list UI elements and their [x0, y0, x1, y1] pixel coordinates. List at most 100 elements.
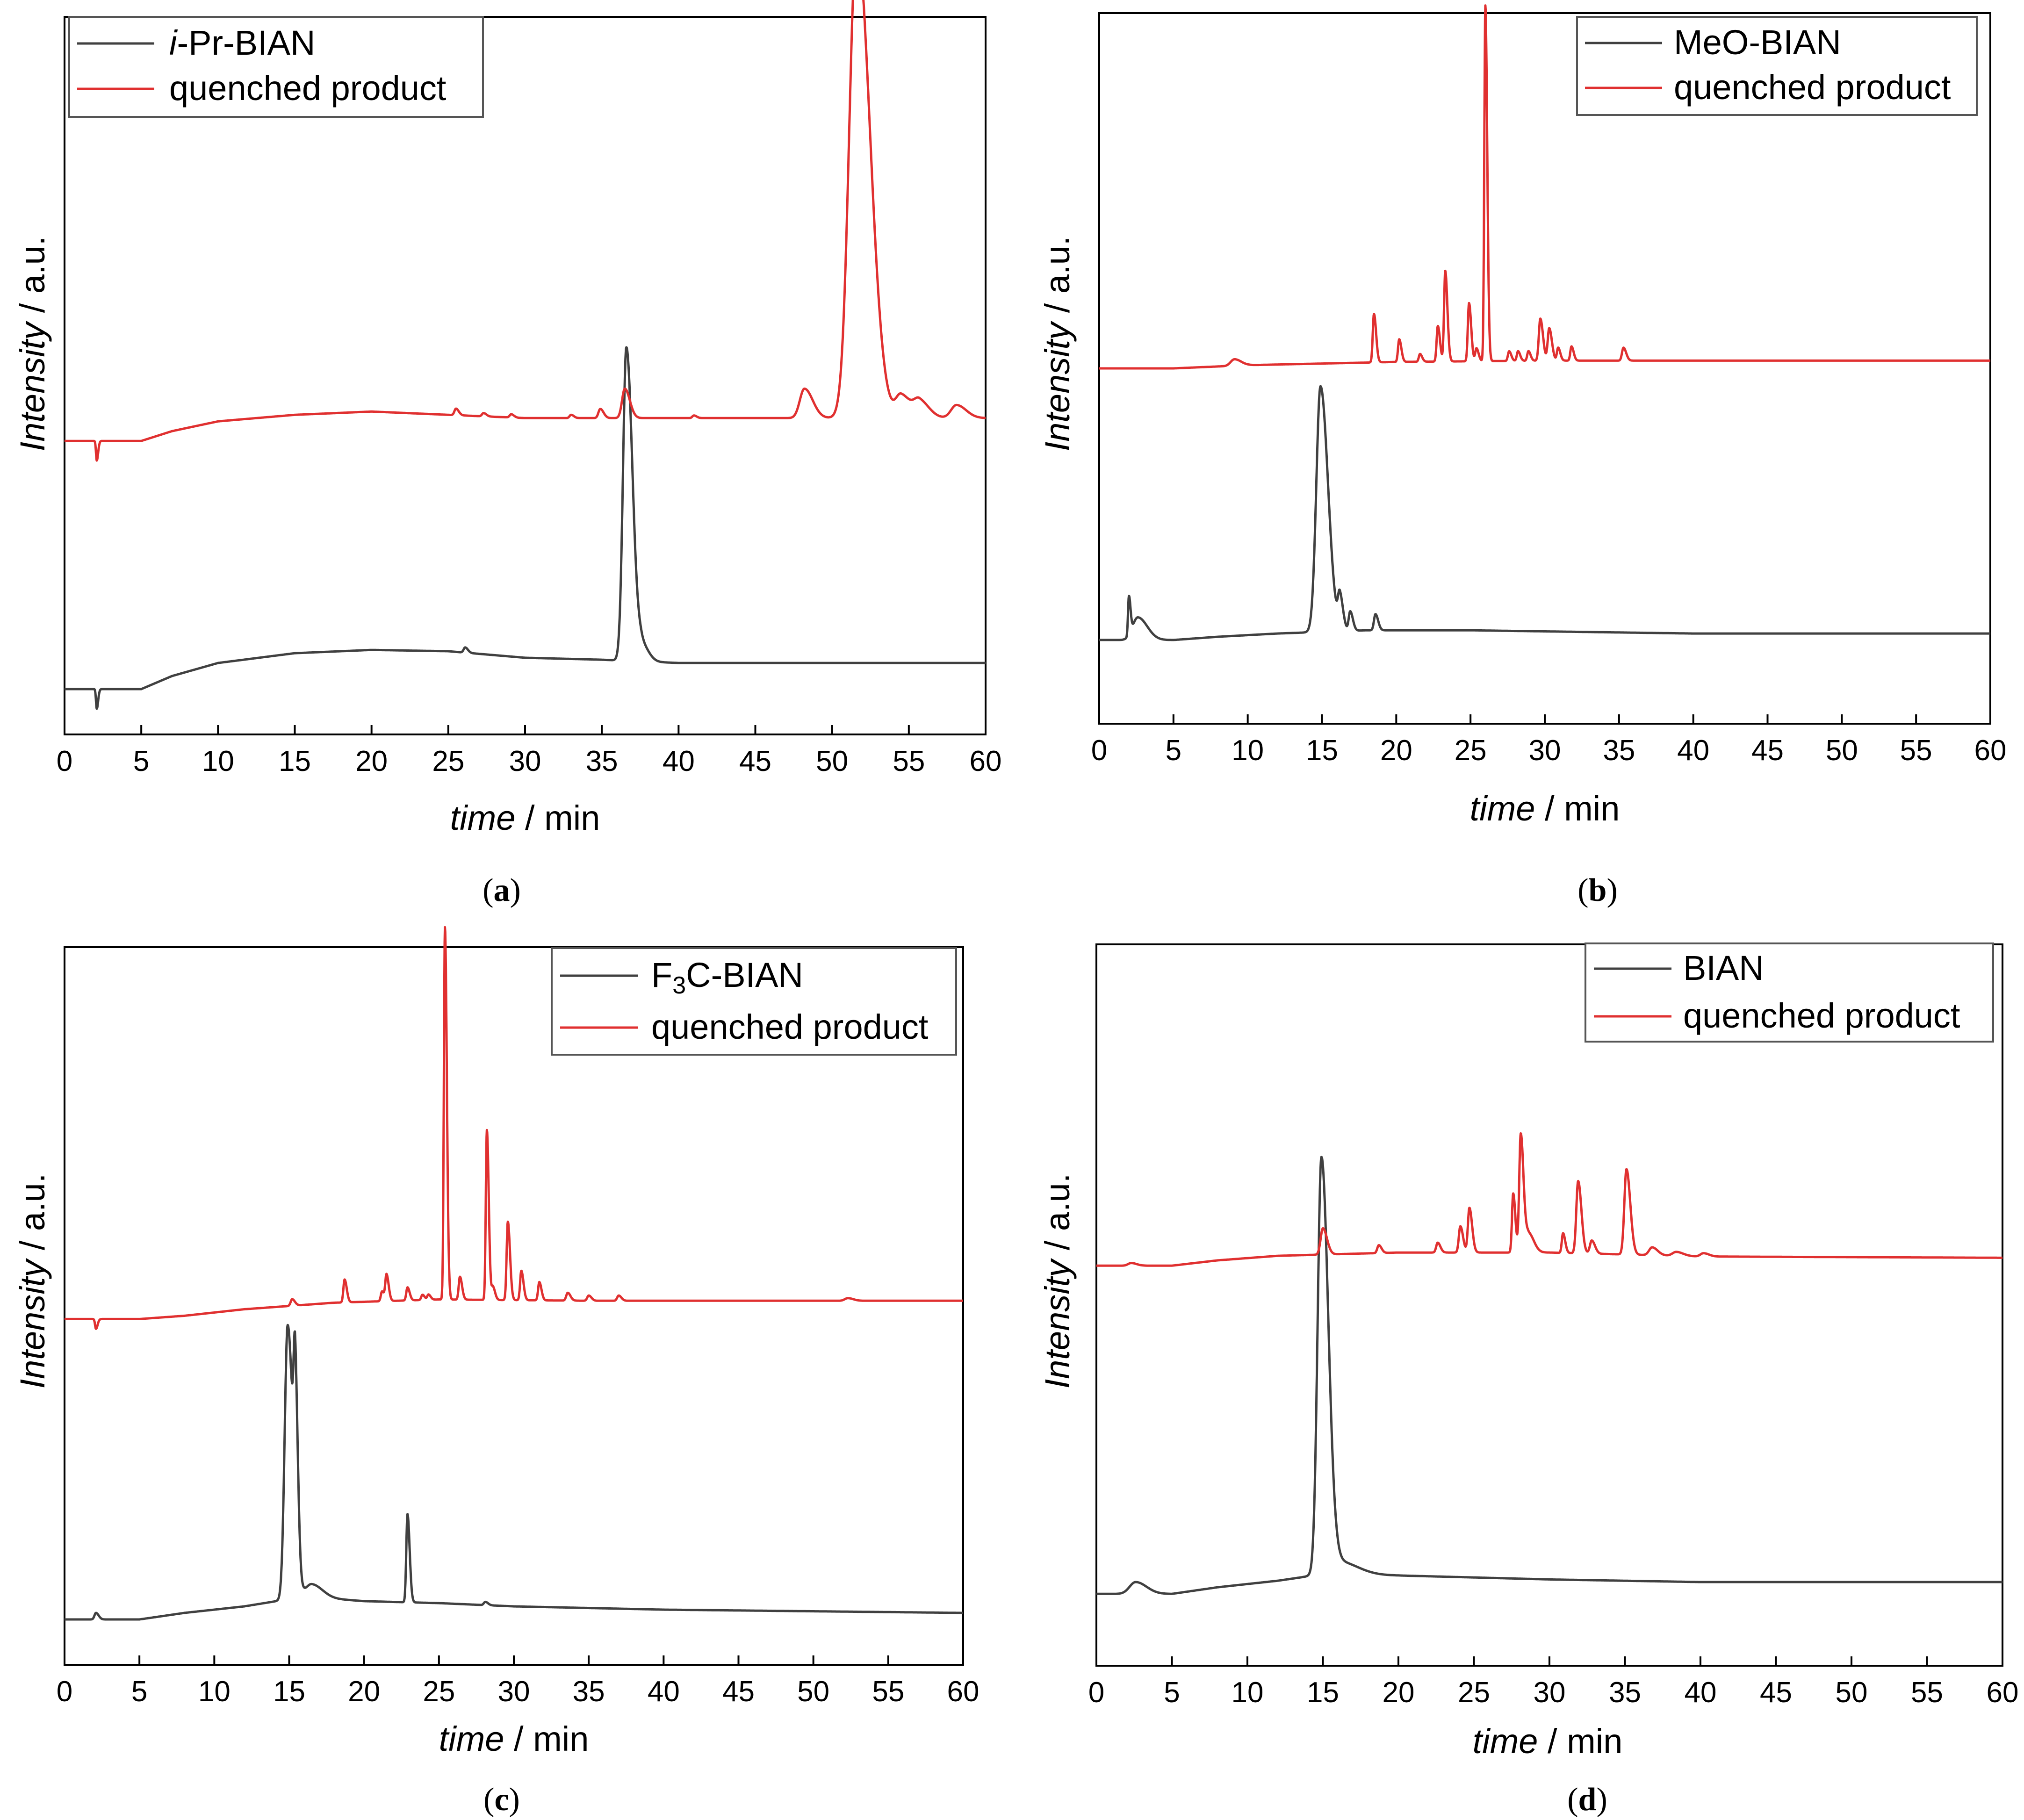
x-tick-label: 40 [648, 1676, 680, 1708]
x-tick-label: 20 [1383, 1676, 1415, 1709]
legend-label-0-text: -Pr-BIAN [177, 23, 315, 62]
series-line-meo-bian [1098, 385, 1991, 641]
legend-label-1: quenched product [1683, 996, 1960, 1035]
plot-area-frame [1095, 943, 2003, 1667]
y-axis-label: Intensity / a.u. [13, 236, 52, 452]
series-line-f3c-bian [64, 1324, 964, 1621]
legend-box [68, 16, 484, 118]
chart-panel-b: 0 5 10 15 20 25 30 35 40 45 50 55 60 time / min Inte… [1012, 0, 2024, 916]
x-tick-label: 10 [1232, 1676, 1264, 1709]
y-axis-label-rest: / a.u. [13, 236, 52, 323]
legend: BIAN quenched product [1585, 942, 1994, 1043]
legend-label-1: quenched product [651, 1007, 929, 1046]
traces [1098, 4, 1991, 641]
y-axis-label-italic: Intensity [1038, 1258, 1077, 1389]
x-axis-label-italic: time [1473, 1722, 1538, 1761]
legend-box [1585, 942, 1994, 1043]
x-tick-label: 30 [498, 1676, 530, 1708]
x-axis-label-italic: time [439, 1719, 504, 1758]
x-tick-label: 35 [586, 745, 618, 777]
x-ticks: 0 5 10 15 20 25 30 35 40 45 50 55 60 [57, 725, 1002, 777]
series-line-quenched-product [64, 0, 987, 462]
x-axis-label-italic: time [1470, 789, 1535, 828]
chart-svg-a: 0 5 10 15 20 25 30 35 40 45 50 55 60 time / min Inte… [13, 0, 1002, 837]
x-tick-label: 0 [1091, 734, 1107, 767]
x-tick-label: 0 [57, 745, 72, 777]
plot-area-frame [1098, 12, 1991, 725]
legend-box [551, 947, 957, 1056]
x-axis-label-rest: / min [515, 798, 600, 837]
series-line-i-pr-bian [64, 346, 987, 710]
series-line-bian [1095, 1156, 2003, 1595]
y-axis-label: Intensity / a.u. [13, 1173, 52, 1389]
traces [1095, 1132, 2003, 1595]
x-tick-label: 0 [1088, 1676, 1104, 1709]
x-tick-label: 15 [279, 745, 311, 777]
x-tick-label: 10 [1232, 734, 1264, 767]
legend-label-1: quenched product [169, 69, 447, 108]
x-tick-label: 30 [1529, 734, 1561, 767]
x-axis-label-rest: / min [504, 1719, 589, 1758]
x-tick-label: 25 [432, 745, 464, 777]
traces [64, 0, 987, 710]
x-tick-label: 15 [273, 1676, 305, 1708]
x-tick-label: 60 [947, 1676, 980, 1708]
x-tick-label: 55 [893, 745, 925, 777]
x-tick-label: 5 [1166, 734, 1181, 767]
y-axis-label-rest: / a.u. [13, 1173, 52, 1260]
legend-label-1: quenched product [1674, 68, 1951, 107]
x-tick-label: 40 [1685, 1676, 1717, 1709]
y-axis-label-italic: Intensity [1038, 321, 1077, 452]
x-tick-label: 60 [970, 745, 1002, 777]
x-tick-label: 55 [1900, 734, 1932, 767]
x-tick-label: 60 [1987, 1676, 2019, 1709]
x-axis-label: time / min [439, 1719, 589, 1758]
x-tick-label: 5 [133, 745, 149, 777]
x-axis-label: time / min [450, 798, 600, 837]
panel-caption-a: (a) [483, 872, 521, 908]
x-tick-label: 25 [423, 1676, 455, 1708]
legend: i-Pr-BIAN quenched product [68, 16, 484, 118]
x-tick-label: 55 [1911, 1676, 1943, 1709]
x-tick-label: 30 [1534, 1676, 1566, 1709]
x-tick-label: 20 [348, 1676, 380, 1708]
chart-panel-c: 0 5 10 15 20 25 30 35 40 45 50 55 60 time / min Inte… [0, 916, 1012, 1820]
chart-panel-a: 0 5 10 15 20 25 30 35 40 45 50 55 60 time / min Inte… [0, 0, 1012, 916]
x-tick-label: 30 [509, 745, 541, 777]
y-axis-label-italic: Intensity [13, 321, 52, 452]
series-line-quenched-product [1098, 4, 1991, 370]
panel-caption-d: (d) [1567, 1782, 1607, 1818]
y-axis-label-rest: / a.u. [1038, 1173, 1077, 1260]
y-axis-label: Intensity / a.u. [1038, 1173, 1077, 1389]
x-tick-label: 10 [202, 745, 234, 777]
chart-svg-d: 0 5 10 15 20 25 30 35 40 45 50 55 60 time / min Inte… [1038, 942, 2019, 1761]
x-tick-label: 35 [1603, 734, 1635, 767]
x-tick-label: 50 [1836, 1676, 1868, 1709]
x-tick-label: 45 [1760, 1676, 1792, 1709]
x-tick-label: 60 [1974, 734, 2007, 767]
legend-label-0-subscript: 3 [672, 972, 686, 999]
x-tick-label: 40 [663, 745, 695, 777]
legend-label-0-italic: i [169, 23, 178, 62]
x-tick-label: 50 [797, 1676, 829, 1708]
x-tick-label: 20 [1380, 734, 1412, 767]
x-axis-label-rest: / min [1535, 789, 1620, 828]
panel-caption-c: (c) [483, 1782, 520, 1818]
x-ticks: 0 5 10 15 20 25 30 35 40 45 50 55 60 [57, 1655, 980, 1708]
legend-label-0-rest: C-BIAN [686, 956, 803, 994]
x-axis-label-rest: / min [1538, 1722, 1622, 1761]
x-tick-label: 0 [57, 1676, 72, 1708]
x-tick-label: 5 [131, 1676, 147, 1708]
chart-svg-b: 0 5 10 15 20 25 30 35 40 45 50 55 60 time / min Inte… [1038, 4, 2007, 828]
x-tick-label: 50 [1826, 734, 1858, 767]
x-tick-label: 50 [816, 745, 848, 777]
x-axis-label-italic: time [450, 798, 516, 837]
x-tick-label: 45 [739, 745, 771, 777]
legend-label-0: MeO-BIAN [1674, 23, 1841, 62]
traces [64, 926, 964, 1621]
x-tick-label: 35 [573, 1676, 605, 1708]
chart-svg-c: 0 5 10 15 20 25 30 35 40 45 50 55 60 time / min Inte… [13, 926, 980, 1758]
y-axis-label: Intensity / a.u. [1038, 236, 1077, 452]
x-axis-label: time / min [1470, 789, 1620, 828]
